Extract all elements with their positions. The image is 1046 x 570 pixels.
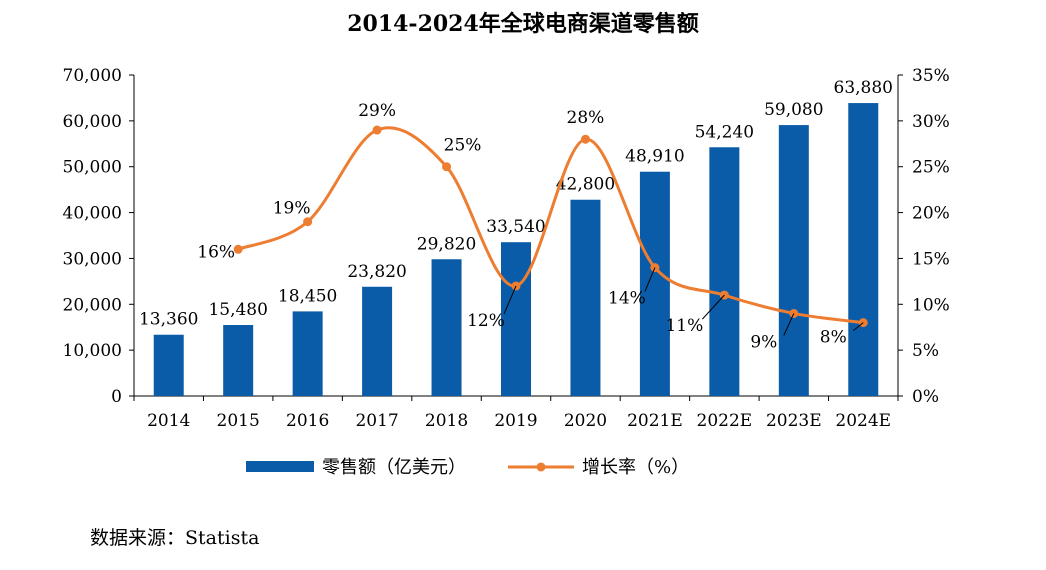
left-tick-label: 10,000 <box>63 341 122 361</box>
growth-label-leader <box>644 267 656 292</box>
growth-label-leader <box>503 285 517 315</box>
left-tick-label: 40,000 <box>63 204 122 224</box>
x-tick-label: 2022E <box>697 411 753 431</box>
x-tick-label: 2021E <box>627 411 683 431</box>
legend-swatch-bar <box>246 461 314 472</box>
x-tick-label: 2015 <box>217 411 260 431</box>
legend-swatch-marker <box>536 462 546 472</box>
bar-value-label: 59,080 <box>764 100 823 120</box>
growth-value-label: 29% <box>358 101 396 121</box>
x-tick-label: 2023E <box>766 411 822 431</box>
bar-value-label: 23,820 <box>347 262 406 282</box>
x-tick-label: 2017 <box>355 411 398 431</box>
left-tick-label: 60,000 <box>63 112 122 132</box>
bar-value-label: 42,800 <box>556 175 615 195</box>
right-tick-label: 15% <box>912 249 950 269</box>
growth-label-leader <box>701 294 725 320</box>
x-tick-label: 2014 <box>147 411 190 431</box>
bar-value-label: 29,820 <box>417 234 476 254</box>
x-tick-label: 2020 <box>564 411 607 431</box>
x-tick-label: 2019 <box>494 411 537 431</box>
growth-marker <box>580 134 590 144</box>
growth-value-label: 12% <box>467 311 505 331</box>
growth-value-label: 16% <box>197 242 235 262</box>
growth-marker <box>442 162 452 172</box>
growth-label-leader <box>852 322 864 332</box>
legend-label-bar: 零售额（亿美元） <box>322 457 466 478</box>
bar <box>292 311 323 396</box>
bar <box>431 259 462 396</box>
x-tick-label: 2016 <box>286 411 329 431</box>
growth-marker <box>233 244 243 254</box>
right-tick-label: 10% <box>912 295 950 315</box>
left-tick-label: 20,000 <box>63 295 122 315</box>
source-note: 数据来源：Statista <box>90 527 260 549</box>
bar <box>501 242 531 396</box>
growth-value-label: 28% <box>567 108 605 128</box>
x-tick-label: 2024E <box>835 411 891 431</box>
bar-value-label: 54,240 <box>695 122 754 142</box>
bar-value-label: 13,360 <box>139 310 198 330</box>
bar <box>778 125 809 397</box>
legend-label-line: 增长率（%） <box>582 457 689 478</box>
growth-marker <box>372 125 382 135</box>
bar <box>153 334 184 396</box>
bar <box>848 103 879 396</box>
bar <box>362 286 393 396</box>
right-tick-label: 0% <box>912 387 939 407</box>
bar-value-label: 48,910 <box>625 147 684 167</box>
right-tick-label: 5% <box>912 341 939 361</box>
bar-value-label: 18,450 <box>278 286 337 306</box>
bar <box>709 147 740 396</box>
growth-value-label: 25% <box>444 136 482 156</box>
bar <box>223 325 254 396</box>
bar <box>639 171 670 396</box>
bar-value-label: 15,480 <box>208 300 267 320</box>
bar-value-label: 63,880 <box>834 78 893 98</box>
growth-value-label: 14% <box>608 289 646 309</box>
bar <box>570 199 601 396</box>
growth-label-leader <box>783 313 795 336</box>
right-tick-label: 20% <box>912 204 950 224</box>
left-tick-label: 0 <box>111 387 122 407</box>
growth-marker <box>303 217 313 227</box>
bar-value-label: 33,540 <box>486 217 545 237</box>
chart-title: 2014-2024年全球电商渠道零售额 <box>347 11 699 37</box>
growth-value-label: 8% <box>820 328 847 348</box>
growth-value-label: 11% <box>665 316 703 336</box>
left-tick-label: 30,000 <box>63 249 122 269</box>
left-tick-label: 50,000 <box>63 158 122 178</box>
right-tick-label: 35% <box>912 66 950 86</box>
right-tick-label: 25% <box>912 158 950 178</box>
left-tick-label: 70,000 <box>63 66 122 86</box>
right-tick-label: 30% <box>912 112 950 132</box>
growth-line <box>237 126 864 325</box>
growth-value-label: 9% <box>750 332 777 352</box>
growth-value-label: 19% <box>273 199 311 219</box>
x-tick-label: 2018 <box>425 411 468 431</box>
